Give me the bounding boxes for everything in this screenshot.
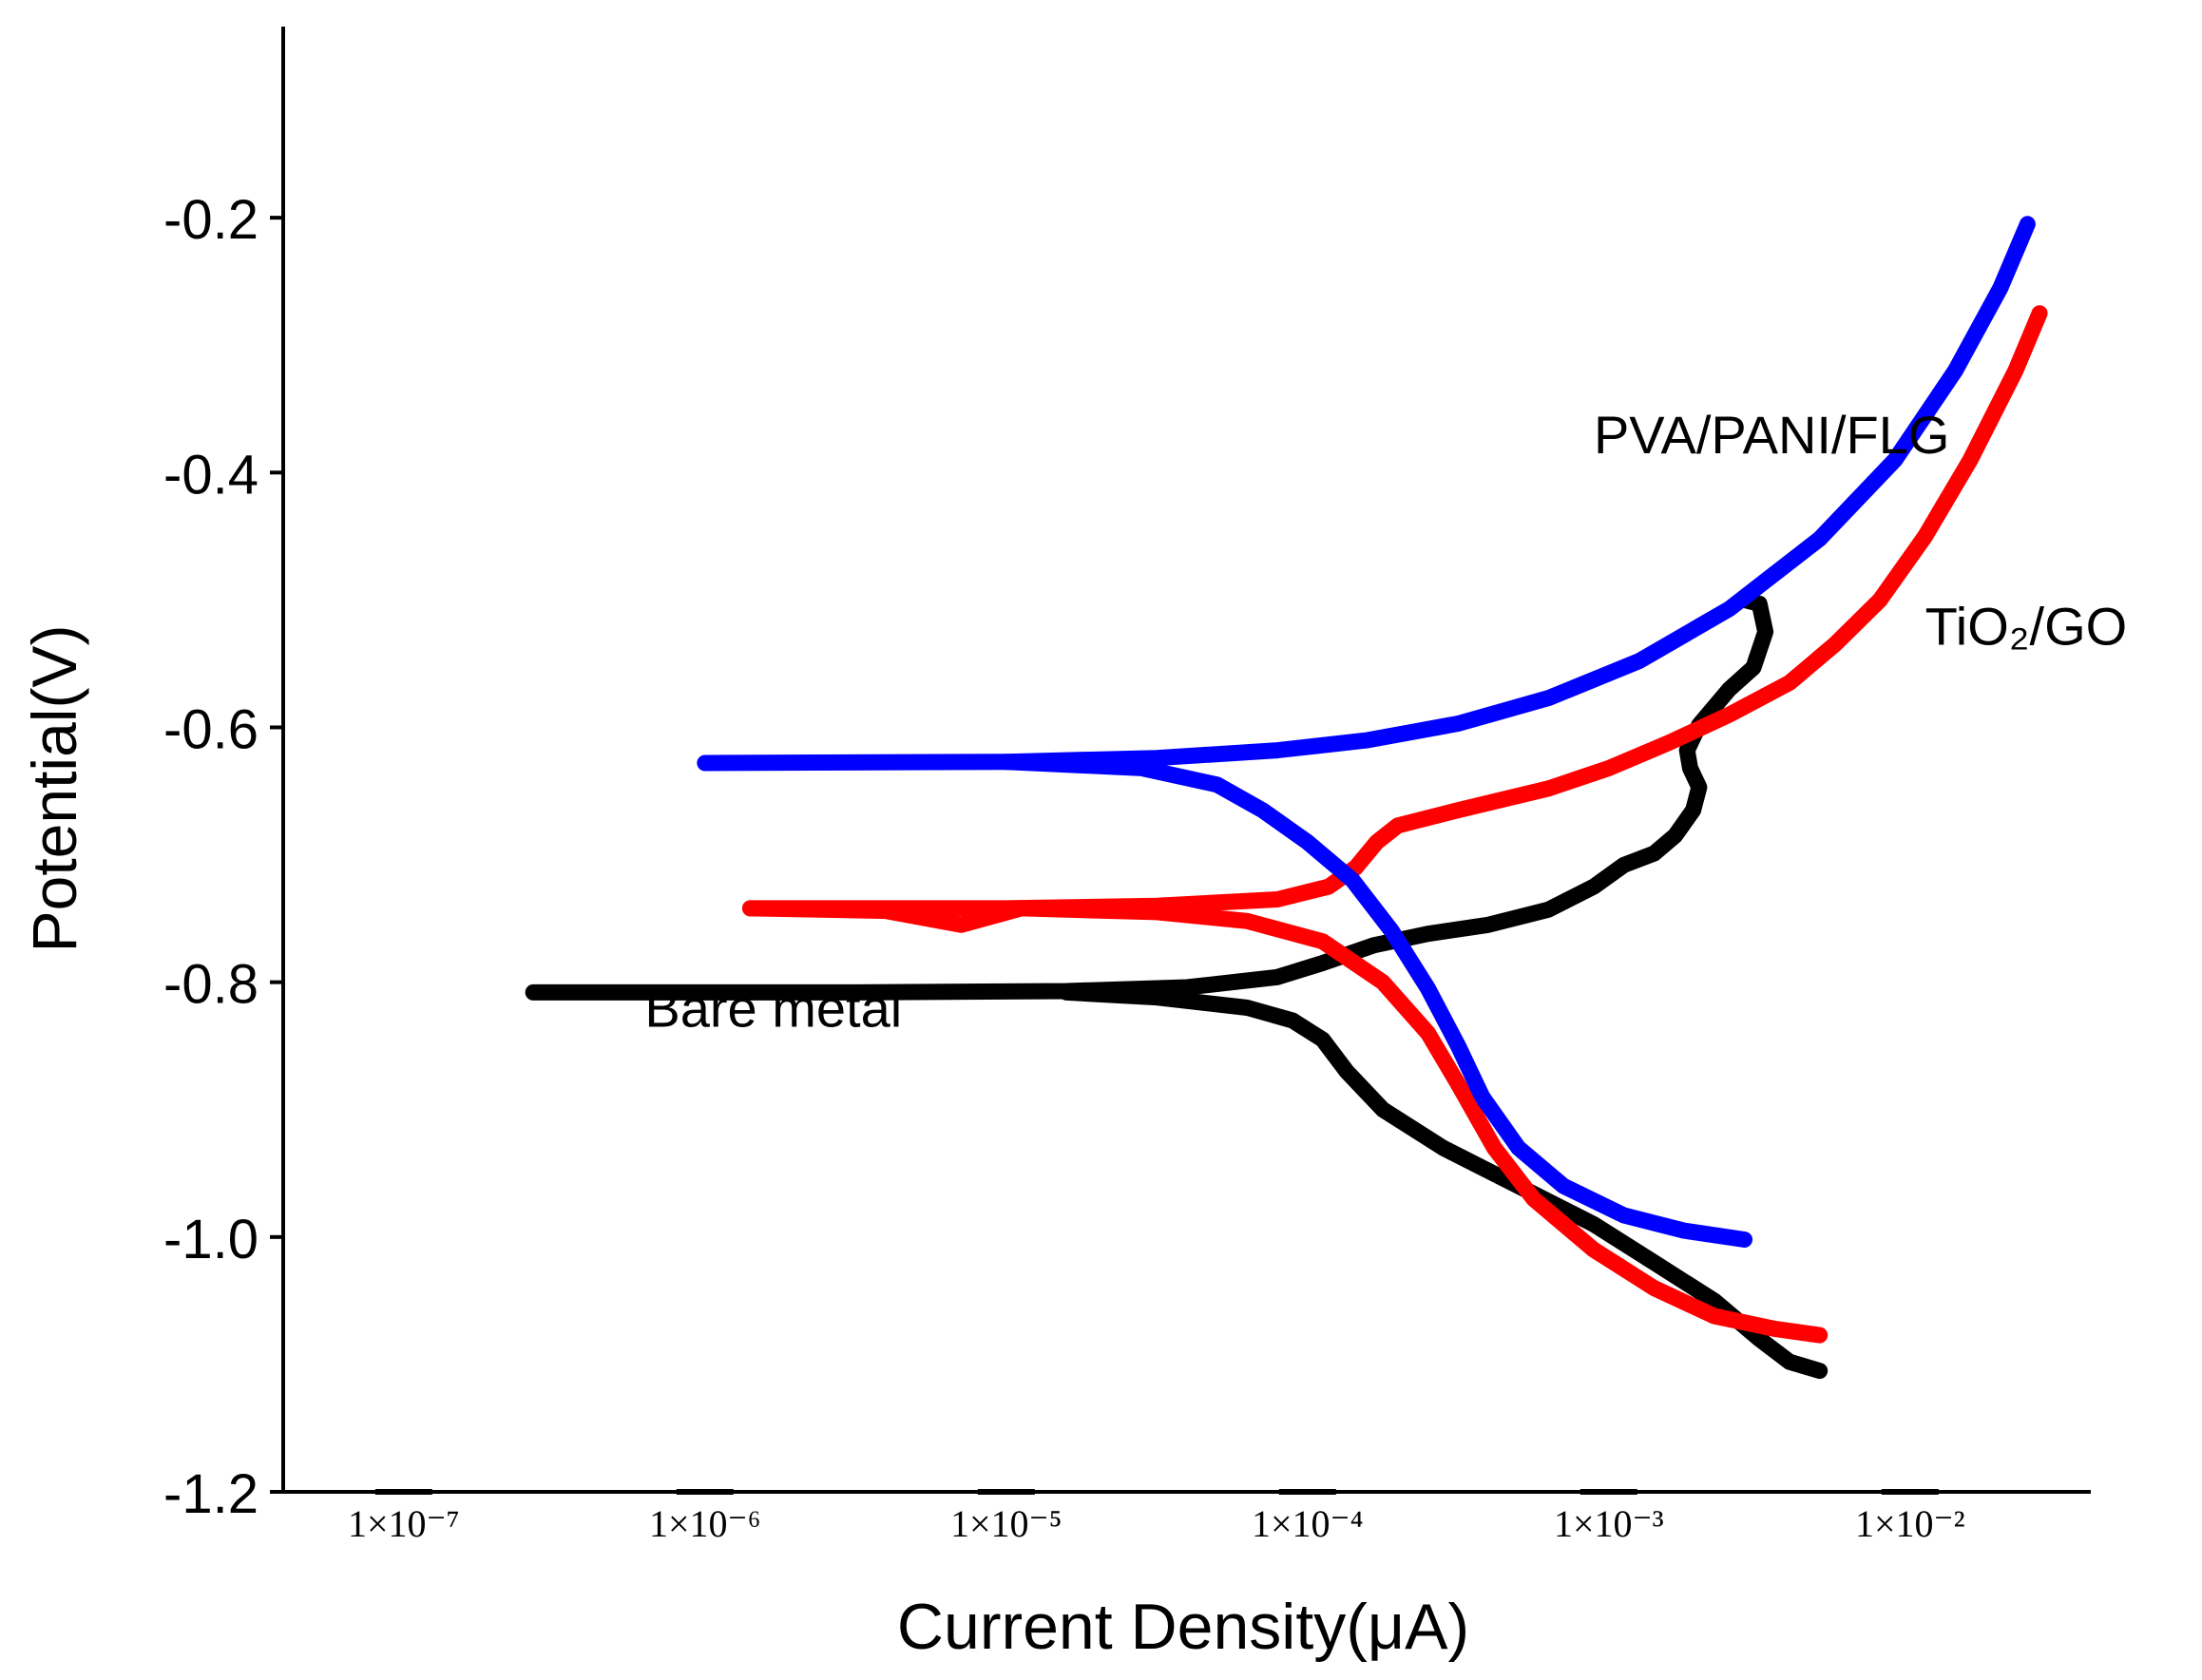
y-ticks: -0.2 -0.4 -0.6 -0.8 -1.0 -1.2 <box>163 189 283 1525</box>
y-tick-label: -0.2 <box>163 189 258 251</box>
x-ticks: 1×10⁻⁷ 1×10⁻⁶ 1×10⁻⁵ 1×10⁻⁴ 1×10⁻³ 1×10⁻² <box>348 1489 1965 1545</box>
y-tick-label: -1.2 <box>163 1463 258 1525</box>
x-tick-label: 1×10⁻³ <box>1554 1502 1664 1545</box>
series-bare-metal-anodic <box>525 591 1774 1001</box>
series-layer <box>525 216 2048 1380</box>
label-bare-metal: Bare metal <box>644 979 902 1039</box>
x-tick-label: 1×10⁻² <box>1855 1502 1965 1545</box>
y-tick-label: -0.4 <box>163 444 258 506</box>
series-pva-pani-flg-anodic <box>697 216 2036 772</box>
x-tick-label: 1×10⁻⁶ <box>649 1502 761 1545</box>
label-pva-pani-flg: PVA/PANI/FLG <box>1594 405 1949 465</box>
series-pva-pani-flg-cathodic <box>998 754 1752 1248</box>
label-tio2-go: TiO₂/GO <box>1925 596 2128 656</box>
x-tick-label: 1×10⁻⁷ <box>348 1502 460 1545</box>
labels-layer: Bare metal TiO₂/GO PVA/PANI/FLG <box>644 405 2127 1038</box>
y-axis-title: Potential(V) <box>19 625 89 953</box>
y-tick-label: -1.0 <box>163 1209 258 1270</box>
x-axis-title: Current Density(μA) <box>897 1591 1469 1663</box>
y-tick-label: -0.6 <box>163 698 258 760</box>
x-tick-label: 1×10⁻⁴ <box>1252 1502 1364 1545</box>
series-tio2-go-anodic <box>741 305 2048 917</box>
y-tick-label: -0.8 <box>163 954 258 1016</box>
x-tick-label: 1×10⁻⁵ <box>950 1502 1063 1545</box>
